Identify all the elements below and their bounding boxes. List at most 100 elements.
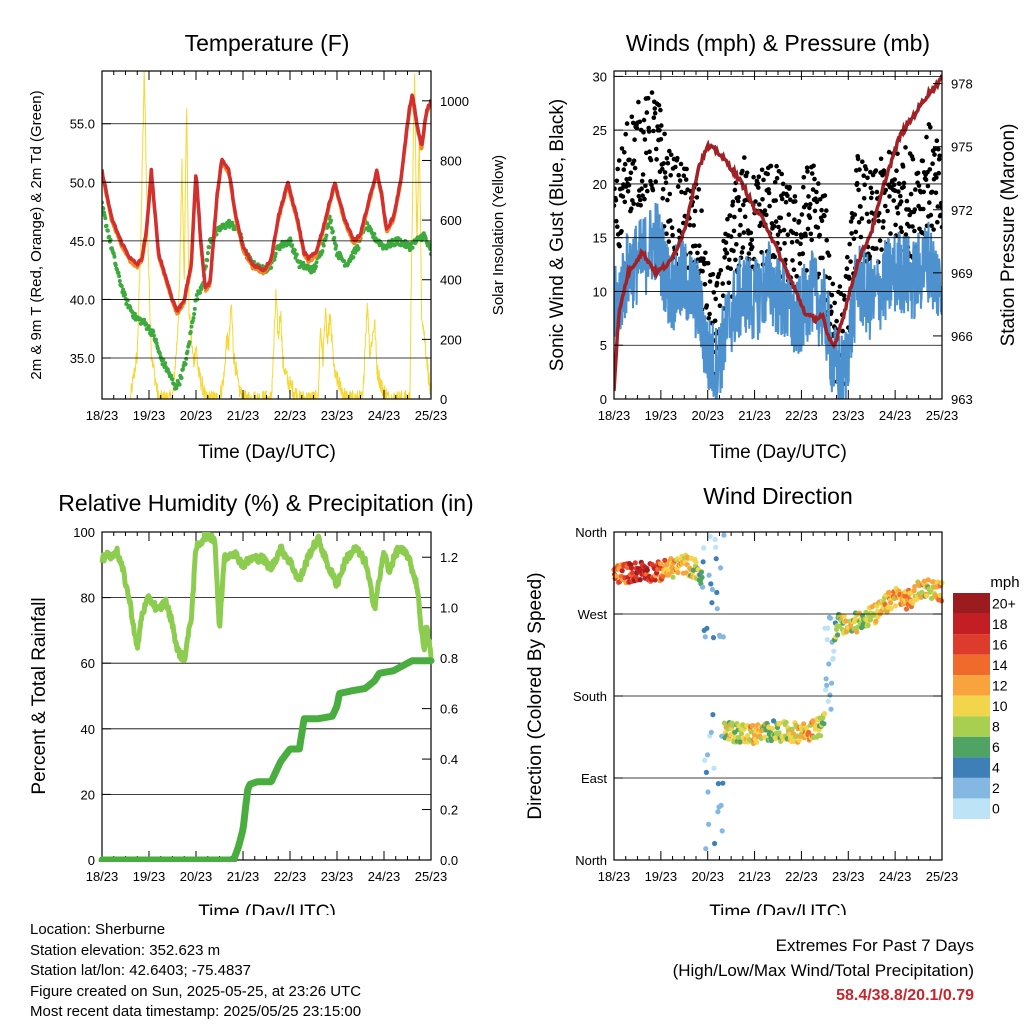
direction-point [711, 765, 717, 771]
direction-point [706, 821, 712, 827]
gust-point [937, 153, 942, 159]
gust-point [901, 184, 906, 190]
gust-point [644, 110, 650, 115]
y-tick-label: 30 [593, 69, 607, 84]
humidity-panel: Relative Humidity (%) & Precipitation (i… [29, 490, 474, 915]
gust-point [929, 223, 934, 229]
direction-point [843, 618, 849, 624]
direction-point [619, 568, 625, 574]
x-tick-label: 24/23 [368, 869, 401, 884]
gust-point [695, 250, 700, 256]
y-tick-label: 15 [593, 231, 607, 246]
direction-series [611, 532, 945, 852]
dewpoint-point [185, 349, 190, 354]
gust-point [712, 318, 718, 324]
direction-point [712, 840, 718, 847]
dewpoint-point [113, 263, 118, 268]
gust-point [667, 148, 672, 154]
gust-point [787, 184, 792, 190]
dewpoint-point [125, 298, 130, 303]
dewpoint-point [428, 247, 431, 251]
x-tick-label: 21/23 [227, 408, 260, 423]
winds-series [614, 74, 942, 399]
gust-point [817, 232, 822, 238]
y2-tick-label: 0.6 [440, 702, 458, 717]
gust-point [819, 218, 825, 224]
gust-point [762, 208, 768, 213]
direction-point [824, 637, 830, 643]
gust-point [936, 157, 942, 162]
gust-point [637, 197, 643, 203]
gust-point [787, 197, 793, 202]
gust-point [731, 228, 737, 234]
gust-point [814, 189, 819, 195]
direction-point [762, 734, 768, 740]
legend-swatch [953, 736, 990, 758]
gust-point [921, 189, 926, 195]
dewpoint-point [119, 284, 124, 288]
gust-point [851, 236, 857, 242]
gust-point [697, 243, 702, 248]
gust-point [728, 234, 734, 239]
gust-point [728, 266, 733, 272]
gust-point [641, 117, 647, 123]
gust-point [642, 196, 647, 202]
gust-point [730, 203, 735, 208]
gust-point [691, 223, 696, 228]
gust-point [760, 197, 765, 202]
gust-point [794, 231, 799, 237]
gust-point [722, 247, 728, 252]
gust-point [799, 212, 805, 217]
gust-point [619, 146, 625, 151]
winds-ylabel: Sonic Wind & Gust (Blue, Black) [547, 99, 568, 371]
gust-point [639, 178, 645, 184]
direction-point [700, 559, 706, 565]
gust-point [824, 208, 829, 213]
y-tick-label: 80 [81, 591, 95, 606]
dewpoint-point [154, 337, 158, 342]
gust-point [648, 157, 654, 163]
dewpoint-point [189, 324, 194, 329]
winds-title: Winds (mph) & Pressure (mb) [626, 30, 930, 56]
gust-point [939, 205, 942, 210]
gust-point [874, 189, 880, 195]
gust-point [667, 191, 673, 197]
gust-point [883, 187, 889, 193]
gust-point [757, 202, 762, 207]
direction-point [730, 723, 736, 729]
gust-point [651, 115, 657, 120]
gust-point [631, 201, 636, 206]
gust-point [817, 197, 823, 202]
winds-xlabel: Time (Day/UTC) [709, 442, 847, 463]
gust-point [811, 163, 816, 169]
gust-point [742, 214, 748, 220]
y-tick-label: 0 [600, 392, 607, 407]
direction-point [825, 625, 831, 631]
gust-point [834, 318, 839, 324]
direction-point [818, 733, 824, 739]
x-tick-label: 22/23 [274, 408, 307, 423]
direction-point [825, 698, 831, 704]
direction-point [924, 593, 930, 599]
gust-point [860, 159, 865, 164]
gust-point [640, 193, 645, 198]
gust-point [935, 219, 940, 225]
direction-point [801, 721, 807, 727]
direction-point [925, 577, 931, 583]
dewpoint-point [170, 377, 175, 382]
direction-title: Wind Direction [703, 483, 853, 509]
y-tick-label: 40 [81, 722, 95, 737]
direction-point [703, 769, 710, 776]
gust-point [654, 157, 659, 162]
gust-point [806, 194, 811, 199]
y2-tick-label: 963 [951, 392, 973, 407]
y2-tick-label: 0.0 [440, 853, 458, 868]
gust-point [830, 281, 836, 287]
gust-point [707, 279, 713, 284]
dewpoint-point [104, 223, 109, 228]
gust-point [924, 134, 929, 140]
direction-point [823, 676, 829, 682]
gust-point [670, 232, 675, 238]
direction-point [771, 718, 777, 724]
x-tick-label: 21/23 [738, 869, 771, 884]
